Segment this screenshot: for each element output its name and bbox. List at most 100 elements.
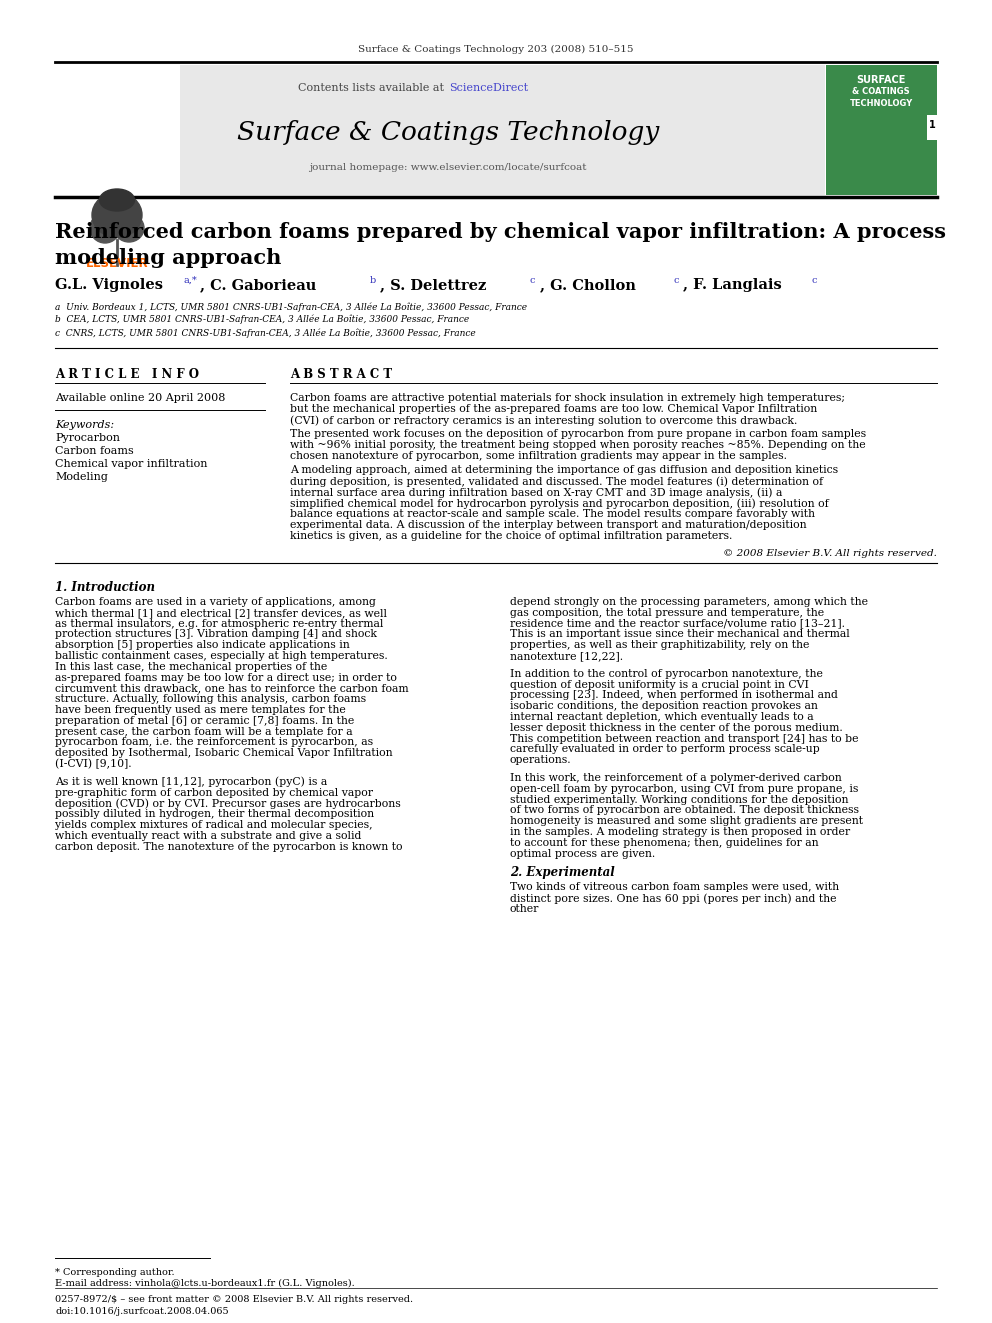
Text: ScienceDirect: ScienceDirect — [449, 83, 528, 93]
Text: , F. Langlais: , F. Langlais — [683, 278, 782, 292]
Text: G.L. Vignoles: G.L. Vignoles — [55, 278, 163, 292]
Text: which thermal [1] and electrical [2] transfer devices, as well: which thermal [1] and electrical [2] tra… — [55, 607, 387, 618]
Text: during deposition, is presented, validated and discussed. The model features (i): during deposition, is presented, validat… — [290, 476, 823, 487]
Text: possibly diluted in hydrogen, their thermal decomposition: possibly diluted in hydrogen, their ther… — [55, 810, 374, 819]
Text: Surface & Coatings Technology: Surface & Coatings Technology — [237, 120, 659, 146]
Text: SURFACE: SURFACE — [856, 75, 906, 85]
Text: c: c — [530, 277, 536, 284]
Text: Pyrocarbon: Pyrocarbon — [55, 433, 120, 443]
Text: question of deposit uniformity is a crucial point in CVI: question of deposit uniformity is a cruc… — [510, 680, 808, 689]
Ellipse shape — [90, 213, 120, 243]
Text: 1: 1 — [929, 120, 935, 130]
Text: yields complex mixtures of radical and molecular species,: yields complex mixtures of radical and m… — [55, 820, 373, 830]
Text: lesser deposit thickness in the center of the porous medium.: lesser deposit thickness in the center o… — [510, 722, 843, 733]
Text: optimal process are given.: optimal process are given. — [510, 848, 656, 859]
Text: to account for these phenomena; then, guidelines for an: to account for these phenomena; then, gu… — [510, 837, 818, 848]
Text: absorption [5] properties also indicate applications in: absorption [5] properties also indicate … — [55, 640, 350, 650]
Text: which eventually react with a substrate and give a solid: which eventually react with a substrate … — [55, 831, 361, 841]
Text: Available online 20 April 2008: Available online 20 April 2008 — [55, 393, 225, 404]
Text: of two forms of pyrocarbon are obtained. The deposit thickness: of two forms of pyrocarbon are obtained.… — [510, 806, 859, 815]
Text: modeling approach: modeling approach — [55, 247, 282, 269]
Text: TECHNOLOGY: TECHNOLOGY — [849, 99, 913, 108]
Text: properties, as well as their graphitizability, rely on the: properties, as well as their graphitizab… — [510, 640, 809, 650]
Text: journal homepage: www.elsevier.com/locate/surfcoat: journal homepage: www.elsevier.com/locat… — [310, 163, 586, 172]
Text: In this last case, the mechanical properties of the: In this last case, the mechanical proper… — [55, 662, 327, 672]
Text: as thermal insulators, e.g. for atmospheric re-entry thermal: as thermal insulators, e.g. for atmosphe… — [55, 619, 383, 628]
Text: studied experimentally. Working conditions for the deposition: studied experimentally. Working conditio… — [510, 795, 848, 804]
Text: & COATINGS: & COATINGS — [852, 87, 910, 97]
Text: Carbon foams are used in a variety of applications, among: Carbon foams are used in a variety of ap… — [55, 597, 376, 607]
Text: , C. Gaborieau: , C. Gaborieau — [200, 278, 316, 292]
Text: © 2008 Elsevier B.V. All rights reserved.: © 2008 Elsevier B.V. All rights reserved… — [723, 549, 937, 558]
Text: Carbon foams are attractive potential materials for shock insulation in extremel: Carbon foams are attractive potential ma… — [290, 393, 845, 404]
Bar — [826, 65, 937, 194]
Text: (CVI) of carbon or refractory ceramics is an interesting solution to overcome th: (CVI) of carbon or refractory ceramics i… — [290, 415, 798, 426]
Text: kinetics is given, as a guideline for the choice of optimal infiltration paramet: kinetics is given, as a guideline for th… — [290, 531, 732, 541]
Text: isobaric conditions, the deposition reaction provokes an: isobaric conditions, the deposition reac… — [510, 701, 817, 712]
Text: b: b — [370, 277, 376, 284]
Bar — [55, 65, 180, 269]
Text: As it is well known [11,12], pyrocarbon (pyC) is a: As it is well known [11,12], pyrocarbon … — [55, 777, 327, 787]
Text: c: c — [673, 277, 679, 284]
Text: but the mechanical properties of the as-prepared foams are too low. Chemical Vap: but the mechanical properties of the as-… — [290, 404, 817, 414]
Text: pyrocarbon foam, i.e. the reinforcement is pyrocarbon, as: pyrocarbon foam, i.e. the reinforcement … — [55, 737, 373, 747]
Text: preparation of metal [6] or ceramic [7,8] foams. In the: preparation of metal [6] or ceramic [7,8… — [55, 716, 354, 726]
Text: Keywords:: Keywords: — [55, 419, 114, 430]
Text: structure. Actually, following this analysis, carbon foams: structure. Actually, following this anal… — [55, 695, 366, 704]
Text: deposition (CVD) or by CVI. Precursor gases are hydrocarbons: deposition (CVD) or by CVI. Precursor ga… — [55, 798, 401, 808]
Text: In addition to the control of pyrocarbon nanotexture, the: In addition to the control of pyrocarbon… — [510, 669, 823, 679]
Text: ballistic containment cases, especially at high temperatures.: ballistic containment cases, especially … — [55, 651, 388, 662]
Text: A modeling approach, aimed at determining the importance of gas diffusion and de: A modeling approach, aimed at determinin… — [290, 464, 838, 475]
Text: Carbon foams: Carbon foams — [55, 446, 134, 456]
Text: Reinforced carbon foams prepared by chemical vapor infiltration: A process: Reinforced carbon foams prepared by chem… — [55, 222, 946, 242]
Text: A R T I C L E   I N F O: A R T I C L E I N F O — [55, 368, 199, 381]
Text: This is an important issue since their mechanical and thermal: This is an important issue since their m… — [510, 630, 850, 639]
Text: protection structures [3]. Vibration damping [4] and shock: protection structures [3]. Vibration dam… — [55, 630, 377, 639]
Text: gas composition, the total pressure and temperature, the: gas composition, the total pressure and … — [510, 607, 824, 618]
Bar — [927, 115, 937, 140]
Text: with ~96% initial porosity, the treatment being stopped when porosity reaches ~8: with ~96% initial porosity, the treatmen… — [290, 441, 866, 450]
Text: a,*: a,* — [183, 277, 196, 284]
Text: In this work, the reinforcement of a polymer-derived carbon: In this work, the reinforcement of a pol… — [510, 773, 842, 783]
Text: internal surface area during infiltration based on X-ray CMT and 3D image analys: internal surface area during infiltratio… — [290, 487, 783, 497]
Text: have been frequently used as mere templates for the: have been frequently used as mere templa… — [55, 705, 346, 714]
Text: internal reactant depletion, which eventually leads to a: internal reactant depletion, which event… — [510, 712, 813, 722]
Text: ELSEVIER: ELSEVIER — [85, 257, 149, 270]
Text: a  Univ. Bordeaux 1, LCTS, UMR 5801 CNRS-UB1-Safran-CEA, 3 Allée La Boîtie, 3360: a Univ. Bordeaux 1, LCTS, UMR 5801 CNRS-… — [55, 302, 527, 311]
Ellipse shape — [92, 193, 142, 238]
Text: present case, the carbon foam will be a template for a: present case, the carbon foam will be a … — [55, 726, 352, 737]
Text: (I-CVI) [9,10].: (I-CVI) [9,10]. — [55, 759, 132, 770]
Text: operations.: operations. — [510, 755, 571, 765]
Text: deposited by Isothermal, Isobaric Chemical Vapor Infiltration: deposited by Isothermal, Isobaric Chemic… — [55, 749, 393, 758]
Text: b  CEA, LCTS, UMR 5801 CNRS-UB1-Safran-CEA, 3 Allée La Boîtie, 33600 Pessac, Fra: b CEA, LCTS, UMR 5801 CNRS-UB1-Safran-CE… — [55, 315, 469, 324]
Text: , S. Delettrez: , S. Delettrez — [380, 278, 486, 292]
Text: , G. Chollon: , G. Chollon — [540, 278, 636, 292]
Text: chosen nanotexture of pyrocarbon, some infiltration gradients may appear in the : chosen nanotexture of pyrocarbon, some i… — [290, 451, 787, 460]
Text: 2. Experimental: 2. Experimental — [510, 867, 615, 880]
Text: other: other — [510, 904, 540, 914]
Text: circumvent this drawback, one has to reinforce the carbon foam: circumvent this drawback, one has to rei… — [55, 684, 409, 693]
Text: distinct pore sizes. One has 60 ppi (pores per inch) and the: distinct pore sizes. One has 60 ppi (por… — [510, 893, 836, 904]
Text: carbon deposit. The nanotexture of the pyrocarbon is known to: carbon deposit. The nanotexture of the p… — [55, 841, 403, 852]
Text: as-prepared foams may be too low for a direct use; in order to: as-prepared foams may be too low for a d… — [55, 672, 397, 683]
Text: 0257-8972/$ – see front matter © 2008 Elsevier B.V. All rights reserved.: 0257-8972/$ – see front matter © 2008 El… — [55, 1295, 413, 1304]
Text: open-cell foam by pyrocarbon, using CVI from pure propane, is: open-cell foam by pyrocarbon, using CVI … — [510, 783, 858, 794]
Text: processing [23]. Indeed, when performed in isothermal and: processing [23]. Indeed, when performed … — [510, 691, 838, 700]
Text: experimental data. A discussion of the interplay between transport and maturatio: experimental data. A discussion of the i… — [290, 520, 806, 531]
Text: Surface & Coatings Technology 203 (2008) 510–515: Surface & Coatings Technology 203 (2008)… — [358, 45, 634, 54]
Text: doi:10.1016/j.surfcoat.2008.04.065: doi:10.1016/j.surfcoat.2008.04.065 — [55, 1307, 228, 1316]
Text: c: c — [812, 277, 817, 284]
Text: depend strongly on the processing parameters, among which the: depend strongly on the processing parame… — [510, 597, 868, 607]
Ellipse shape — [114, 214, 144, 242]
Text: nanotexture [12,22].: nanotexture [12,22]. — [510, 651, 623, 662]
Text: in the samples. A modeling strategy is then proposed in order: in the samples. A modeling strategy is t… — [510, 827, 850, 837]
Ellipse shape — [99, 189, 135, 210]
Text: This competition between reaction and transport [24] has to be: This competition between reaction and tr… — [510, 733, 858, 744]
Bar — [180, 65, 825, 194]
Text: 1. Introduction: 1. Introduction — [55, 581, 155, 594]
Text: simplified chemical model for hydrocarbon pyrolysis and pyrocarbon deposition, (: simplified chemical model for hydrocarbo… — [290, 497, 828, 508]
Text: residence time and the reactor surface/volume ratio [13–21].: residence time and the reactor surface/v… — [510, 619, 845, 628]
Text: * Corresponding author.: * Corresponding author. — [55, 1267, 175, 1277]
Text: A B S T R A C T: A B S T R A C T — [290, 368, 392, 381]
Text: Chemical vapor infiltration: Chemical vapor infiltration — [55, 459, 207, 468]
